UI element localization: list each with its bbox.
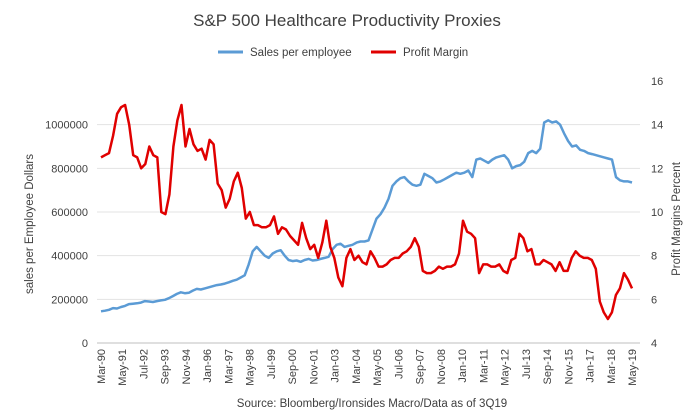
x-tick-label: May-98: [245, 349, 257, 386]
x-tick-label: May-91: [117, 349, 129, 386]
x-tick-label: Sep-07: [415, 349, 427, 384]
x-tick-label: Nov-94: [181, 349, 193, 384]
x-tick-label: Nov-15: [563, 349, 575, 384]
y-tick-right: 4: [651, 338, 657, 350]
x-tick-label: Sep-93: [160, 349, 172, 384]
x-tick-label: Jan-96: [202, 349, 214, 383]
y-tick-left: 1000000: [45, 120, 88, 132]
y-axis-label-left: sales per Employee Dollars: [24, 154, 36, 294]
left-axis-ticks: 0 200000 400000 600000 800000 1000000: [45, 120, 88, 350]
y-tick-right: 10: [651, 207, 663, 219]
x-tick-label: Jan-10: [457, 349, 469, 383]
legend-label-sales: Sales per employee: [250, 47, 352, 59]
line-sales-per-employee: [100, 119, 633, 313]
y-tick-left: 400000: [51, 251, 88, 263]
x-tick-label: Jul-13: [521, 349, 533, 379]
x-tick-label: Mar-97: [223, 349, 235, 384]
x-tick-label: Mar-90: [96, 349, 108, 384]
x-tick-label: Jan-17: [585, 349, 597, 383]
x-tick-label: Mar-04: [351, 349, 363, 384]
x-tick-label: Sep-00: [287, 349, 299, 384]
x-tick-label: May-05: [372, 349, 384, 386]
x-tick-label: Jan-03: [330, 349, 342, 383]
y-tick-right: 16: [651, 76, 663, 88]
y-tick-right: 8: [651, 251, 657, 263]
legend: Sales per employee Profit Margin: [218, 47, 468, 59]
y-tick-left: 200000: [51, 294, 88, 306]
y-axis-label-right: Profit Margins Percent: [671, 161, 683, 276]
x-tick-label: May-12: [500, 349, 512, 386]
x-tick-label: Mar-18: [606, 349, 618, 384]
x-tick-label: Nov-01: [308, 349, 320, 384]
x-tick-label: May-19: [627, 349, 639, 386]
x-tick-label: Jul-06: [393, 349, 405, 379]
x-axis-ticks: Mar-90 May-91 Jul-92 Sep-93 Nov-94 Jan-96 Mar-…: [96, 349, 639, 386]
y-tick-right: 6: [651, 294, 657, 306]
source-note: Source: Bloomberg/Ironsides Macro/Data a…: [237, 398, 507, 410]
x-tick-label: Sep-14: [542, 349, 554, 384]
x-tick-label: Mar-11: [478, 349, 490, 383]
y-tick-right: 12: [651, 163, 663, 175]
right-axis-ticks: 4 6 8 10 12 14 16: [651, 76, 663, 350]
y-tick-left: 600000: [51, 207, 88, 219]
legend-label-margin: Profit Margin: [403, 47, 468, 59]
y-tick-right: 14: [651, 120, 663, 132]
x-tick-label: Jul-99: [266, 349, 278, 379]
y-tick-left: 800000: [51, 163, 88, 175]
line-profit-margin: [100, 103, 634, 321]
y-tick-left: 0: [82, 338, 88, 350]
chart-title: S&P 500 Healthcare Productivity Proxies: [193, 11, 501, 30]
x-tick-label: Jul-92: [138, 349, 150, 379]
x-tick-label: Nov-08: [436, 349, 448, 384]
